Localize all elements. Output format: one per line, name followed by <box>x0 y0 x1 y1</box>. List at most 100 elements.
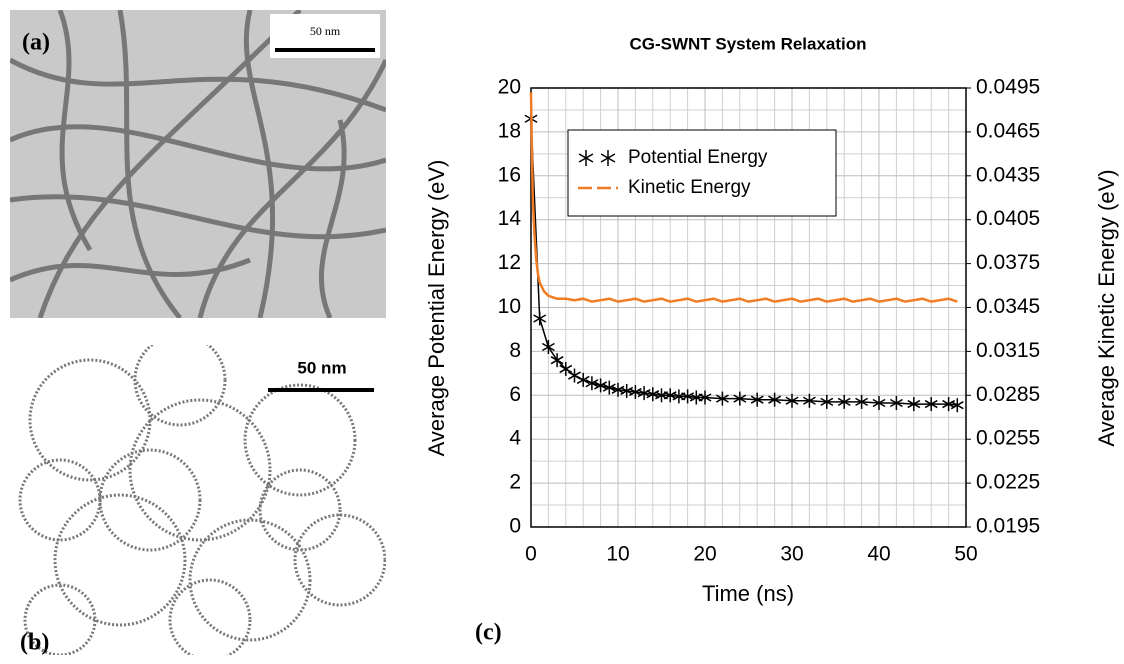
panel-label: (a) <box>22 30 50 56</box>
y2-axis-label: Average Kinetic Energy (eV) <box>1094 169 1119 446</box>
marker-stroke <box>889 398 903 408</box>
y2-tick-label: 0.0195 <box>976 515 1040 538</box>
marker-stroke <box>637 388 651 398</box>
y2-tick-label: 0.0225 <box>976 471 1040 494</box>
y-tick-label: 12 <box>498 251 521 274</box>
marker <box>750 392 764 407</box>
legend-label: Kinetic Energy <box>628 177 751 198</box>
y-tick-label: 6 <box>509 383 521 406</box>
marker-stroke <box>585 379 599 388</box>
y-tick-label: 0 <box>509 515 521 538</box>
marker-stroke <box>768 395 782 404</box>
marker <box>924 397 938 412</box>
marker-stroke <box>785 396 799 405</box>
marker-stroke <box>620 386 634 396</box>
y-axis-label: Average Potential Energy (eV) <box>424 160 449 457</box>
panel-label: (c) <box>475 620 502 646</box>
marker <box>600 150 616 166</box>
micrograph-a <box>10 10 386 318</box>
marker <box>602 380 616 395</box>
marker-stroke <box>681 392 695 401</box>
marker-stroke <box>602 383 616 392</box>
marker-stroke <box>837 397 851 407</box>
x-tick-label: 30 <box>780 543 803 566</box>
marker <box>550 353 564 368</box>
y2-tick-label: 0.0435 <box>976 163 1040 186</box>
marker-stroke <box>594 381 608 390</box>
legend-box <box>567 129 837 217</box>
marker <box>733 391 747 406</box>
marker <box>585 376 599 391</box>
marker-stroke <box>533 314 547 323</box>
x-tick-label: 40 <box>867 543 890 566</box>
marker <box>541 340 555 355</box>
marker-stroke <box>750 395 764 404</box>
marker-stroke <box>646 390 660 399</box>
marker-stroke <box>820 397 834 407</box>
marker-stroke <box>733 394 747 403</box>
x-axis-label: Time (ns) <box>702 581 794 606</box>
y-tick-label: 14 <box>498 207 522 230</box>
marker <box>698 390 712 405</box>
marker <box>594 378 608 393</box>
x-tick-label: 20 <box>693 543 716 566</box>
y-tick-label: 18 <box>498 119 521 142</box>
marker <box>820 394 834 409</box>
marker <box>907 397 921 412</box>
marker <box>533 311 547 326</box>
marker-stroke <box>715 394 729 403</box>
marker <box>837 394 851 409</box>
legend-label: Potential Energy <box>628 147 768 168</box>
marker-stroke <box>855 397 869 407</box>
marker <box>802 393 816 408</box>
marker-stroke <box>872 398 886 408</box>
y2-tick-label: 0.0405 <box>976 207 1040 230</box>
chart-title: CG-SWNT System Relaxation <box>629 34 866 53</box>
y-tick-label: 8 <box>509 339 521 362</box>
marker-stroke <box>628 387 642 397</box>
marker <box>715 391 729 406</box>
marker <box>889 395 903 410</box>
y-tick-label: 2 <box>509 471 521 494</box>
y2-tick-label: 0.0375 <box>976 251 1040 274</box>
marker-stroke <box>907 399 921 409</box>
y2-tick-label: 0.0465 <box>976 119 1040 142</box>
panel-label: (b) <box>20 630 49 656</box>
y-tick-label: 10 <box>498 295 521 318</box>
y2-tick-label: 0.0315 <box>976 339 1040 362</box>
y2-tick-label: 0.0285 <box>976 383 1040 406</box>
marker-stroke <box>663 391 677 400</box>
y2-tick-label: 0.0345 <box>976 295 1040 318</box>
marker-stroke <box>578 153 594 163</box>
marker-stroke <box>924 399 938 409</box>
marker <box>785 393 799 408</box>
marker-stroke <box>559 364 573 374</box>
y2-tick-label: 0.0255 <box>976 427 1040 450</box>
y2-tick-label: 0.0495 <box>976 76 1040 99</box>
marker-stroke <box>698 393 712 402</box>
marker <box>559 361 573 376</box>
marker-stroke <box>942 399 956 409</box>
marker-stroke <box>550 356 564 365</box>
scale-bar-label: 50 nm <box>297 358 346 377</box>
series-line <box>529 92 958 303</box>
marker <box>872 395 886 410</box>
marker <box>768 392 782 407</box>
marker <box>578 150 594 166</box>
marker <box>950 398 964 413</box>
marker-stroke <box>802 396 816 405</box>
marker <box>576 372 590 387</box>
marker <box>855 394 869 409</box>
marker-stroke <box>576 375 590 385</box>
marker-stroke <box>541 342 555 352</box>
x-tick-label: 50 <box>954 543 977 566</box>
marker-stroke <box>950 401 964 410</box>
x-tick-label: 0 <box>525 543 537 566</box>
plot-frame <box>530 87 967 528</box>
marker-stroke <box>600 153 616 163</box>
marker-stroke <box>611 385 625 394</box>
y-tick-label: 16 <box>498 163 521 186</box>
simulation-b <box>10 345 386 655</box>
y-tick-label: 4 <box>509 427 521 450</box>
